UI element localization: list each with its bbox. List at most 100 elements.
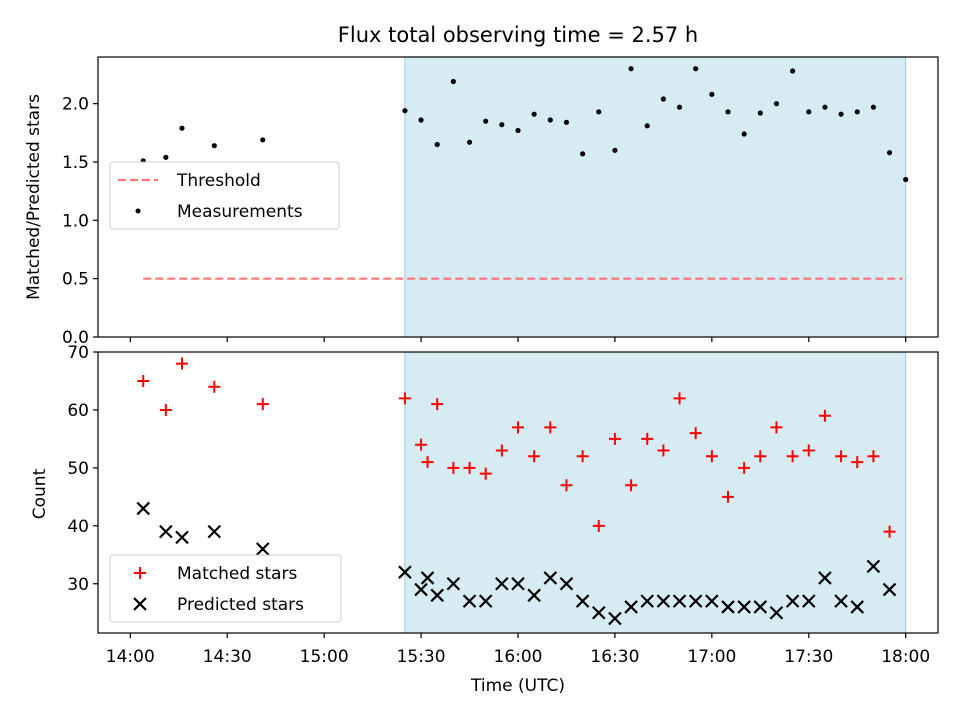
measurements-point	[450, 78, 456, 85]
matched-stars-point	[431, 398, 444, 411]
ratio-y-axis-label: Matched/Predicted stars	[24, 94, 44, 300]
predicted-stars-point	[705, 594, 719, 608]
matched-stars-point	[689, 427, 702, 440]
matched-stars-point	[208, 380, 221, 393]
y-tick-label: 0.0	[62, 328, 89, 348]
predicted-stars-point	[462, 594, 477, 608]
predicted-stars-point	[478, 594, 493, 608]
matched-stars-point	[770, 421, 783, 434]
measurements-point	[211, 143, 217, 149]
matched-stars-point	[883, 525, 896, 538]
ratio-y-ticks: 0.0 0.5 1.0 1.5 2.0	[62, 95, 98, 348]
count-panel: 30 40 50 60 70 14:00 14:30 15:00 15:30 16:00 16:3…	[30, 343, 939, 696]
matched-stars-point	[625, 479, 638, 492]
y-tick-label: 30	[67, 575, 89, 595]
predicted-stars-point	[446, 576, 461, 591]
matched-legend-label: Matched stars	[177, 564, 297, 584]
matched-stars-point	[415, 438, 428, 451]
measurements-point	[806, 109, 812, 115]
matched-stars-point	[137, 374, 150, 387]
y-tick-label: 50	[67, 459, 89, 479]
measurements-point	[434, 141, 440, 148]
x-tick-label: 17:30	[784, 647, 833, 667]
predicted-stars-point	[640, 594, 655, 608]
matched-stars-point	[447, 461, 460, 474]
measurements-point	[418, 117, 424, 123]
measurements-point	[563, 119, 570, 125]
measurements-point	[163, 154, 169, 160]
measurements-point	[870, 104, 876, 110]
predicted-stars-point	[495, 576, 509, 591]
measurements-point	[773, 101, 780, 107]
y-tick-label: 2.0	[62, 95, 89, 115]
predicted-legend-swatch	[133, 597, 147, 611]
ratio-marks	[140, 66, 909, 280]
matched-stars-point	[592, 519, 605, 532]
predicted-stars-point	[721, 600, 735, 614]
ratio-x-ticks	[129, 337, 907, 342]
measurements-point	[725, 109, 731, 115]
x-tick-label: 18:00	[881, 647, 930, 667]
count-y-ticks: 30 40 50 60 70	[67, 343, 98, 595]
count-highlight-window	[404, 351, 907, 634]
predicted-stars-point	[511, 576, 525, 591]
predicted-stars-point	[769, 605, 784, 620]
x-tick-label: 14:30	[203, 647, 252, 667]
matched-stars-point	[608, 432, 621, 445]
predicted-stars-point	[527, 588, 541, 603]
chart-title: Flux total observing time = 2.57 h	[338, 23, 698, 47]
measurements-point	[790, 68, 796, 74]
measurements-point	[757, 110, 763, 116]
predicted-stars-point	[672, 594, 687, 608]
ratio-legend-box	[109, 161, 340, 230]
measurements-point	[466, 139, 473, 145]
measurements-point	[402, 108, 408, 114]
predicted-legend-label: Predicted stars	[177, 595, 304, 615]
measurements-legend-swatch	[135, 208, 141, 214]
matched-stars-point	[512, 421, 524, 434]
matched-stars-point	[867, 450, 880, 463]
y-tick-label: 1.5	[62, 153, 89, 173]
measurements-point	[596, 109, 602, 115]
matched-stars-point	[786, 450, 799, 463]
count-marks	[136, 357, 897, 626]
measurements-point	[531, 111, 537, 117]
matched-stars-point	[479, 467, 492, 480]
x-tick-label: 15:30	[397, 647, 446, 667]
y-tick-label: 0.5	[62, 270, 89, 290]
predicted-stars-point	[753, 600, 768, 614]
measurements-point	[838, 111, 844, 117]
predicted-stars-point	[882, 582, 897, 597]
matched-stars-point	[398, 392, 411, 405]
matched-stars-point	[802, 444, 815, 457]
matched-stars-point	[738, 461, 751, 474]
y-tick-label: 60	[67, 401, 89, 421]
matched-stars-point	[495, 444, 508, 457]
measurements-point	[644, 123, 650, 129]
measurements-point	[822, 104, 828, 110]
matched-stars-point	[256, 398, 269, 411]
predicted-stars-point	[785, 594, 800, 608]
ratio-highlight-window	[404, 56, 907, 338]
matched-stars-point	[176, 357, 188, 370]
measurements-point	[693, 66, 699, 72]
matched-stars-point	[560, 479, 573, 492]
predicted-stars-point	[737, 600, 751, 614]
predicted-stars-point	[818, 571, 832, 585]
matched-stars-point	[818, 409, 831, 422]
threshold-legend-label: Threshold	[176, 171, 261, 191]
measurements-point	[547, 117, 553, 123]
measurements-point	[515, 127, 521, 134]
predicted-stars-point	[688, 594, 703, 608]
predicted-stars-point	[624, 600, 638, 614]
x-tick-label: 15:00	[300, 647, 349, 667]
predicted-stars-point	[866, 559, 881, 574]
matched-stars-point	[641, 432, 654, 445]
predicted-stars-point	[801, 594, 816, 608]
predicted-stars-point	[420, 571, 435, 585]
measurements-point	[741, 131, 747, 137]
predicted-stars-point	[559, 576, 574, 591]
measurements-legend-label: Measurements	[177, 202, 303, 222]
count-legend-box	[109, 554, 342, 623]
